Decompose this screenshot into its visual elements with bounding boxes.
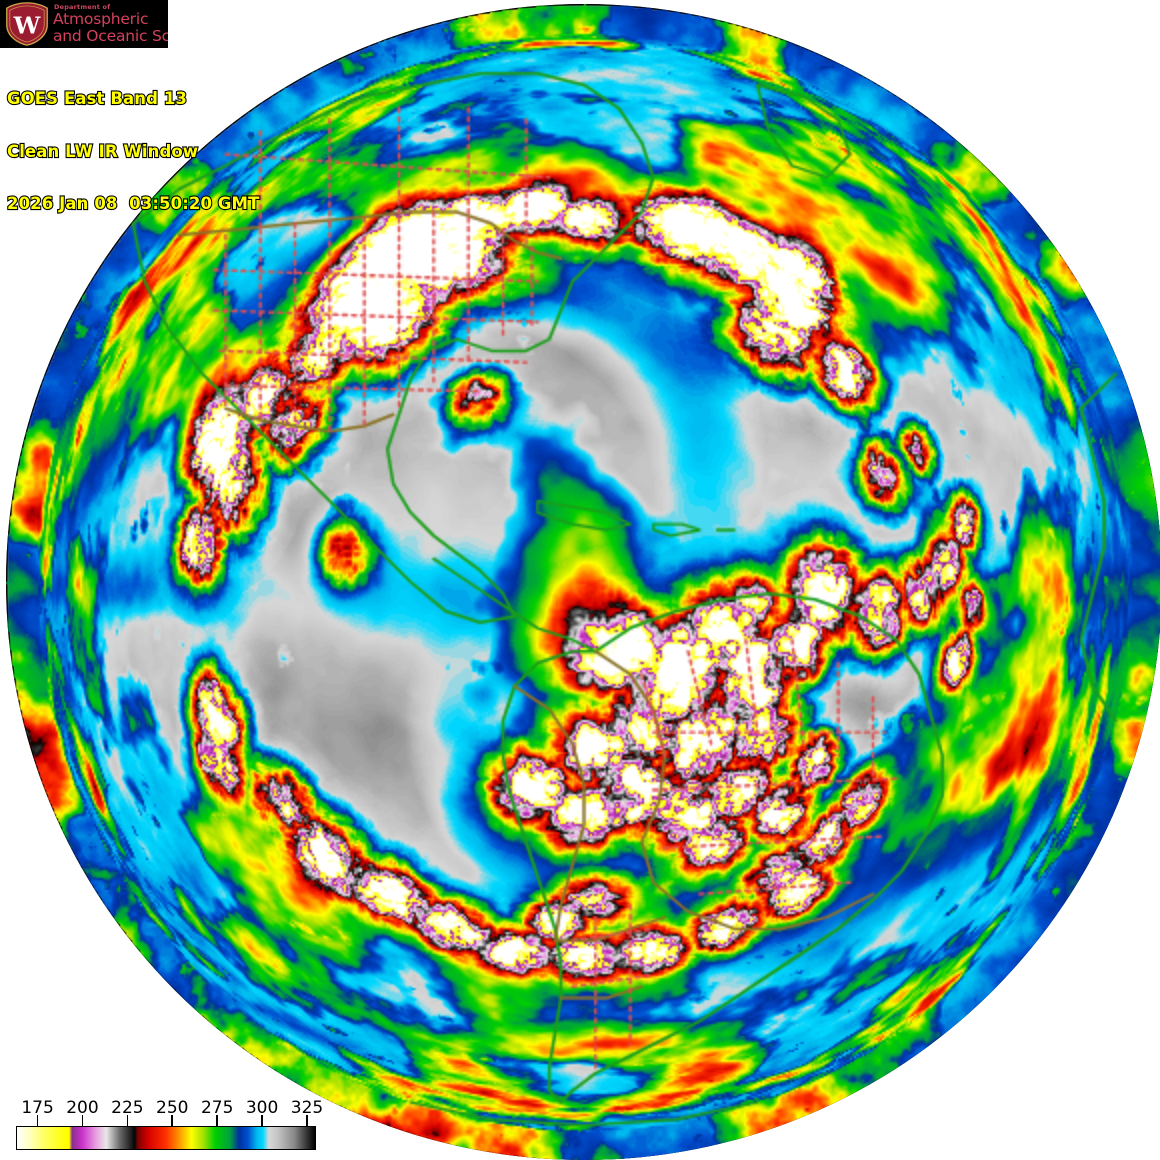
colorbar-label-300: 300 xyxy=(245,1098,279,1118)
svg-text:W: W xyxy=(13,12,41,40)
logo-department-prefix: Department of xyxy=(54,3,111,11)
colorbar-ticks xyxy=(16,1115,316,1126)
title-line-timestamp: 2026 Jan 08 03:50:20 GMT xyxy=(6,194,261,213)
colorbar-label-325: 325 xyxy=(290,1098,324,1118)
colorbar-gradient xyxy=(16,1126,316,1150)
colorbar-label-250: 250 xyxy=(156,1098,189,1118)
colorbar-tick-labels: 175 200 225 250 275 300 325 xyxy=(16,1098,346,1122)
colorbar-label-200: 200 xyxy=(66,1098,99,1118)
earth-full-disk xyxy=(6,4,1160,1160)
image-title-block: GOES East Band 13 Clean LW IR Window 202… xyxy=(6,55,261,230)
uw-madison-aos-logo: W Department of Atmospheric and Oceanic … xyxy=(0,0,168,48)
title-line-channel: Clean LW IR Window xyxy=(6,141,199,161)
colorbar-label-275: 275 xyxy=(200,1098,234,1118)
ir-imagery xyxy=(6,4,1160,1160)
title-line-product: GOES East Band 13 xyxy=(6,89,188,108)
colorbar-label-175: 175 xyxy=(21,1098,54,1118)
logo-line-2: and Oceanic Sciences xyxy=(53,27,168,45)
colorbar-label-225: 225 xyxy=(111,1098,144,1118)
logo-line-1: Atmospheric xyxy=(53,10,149,28)
uw-crest-icon: W xyxy=(6,2,48,46)
brightness-temperature-colorbar xyxy=(16,1115,316,1150)
